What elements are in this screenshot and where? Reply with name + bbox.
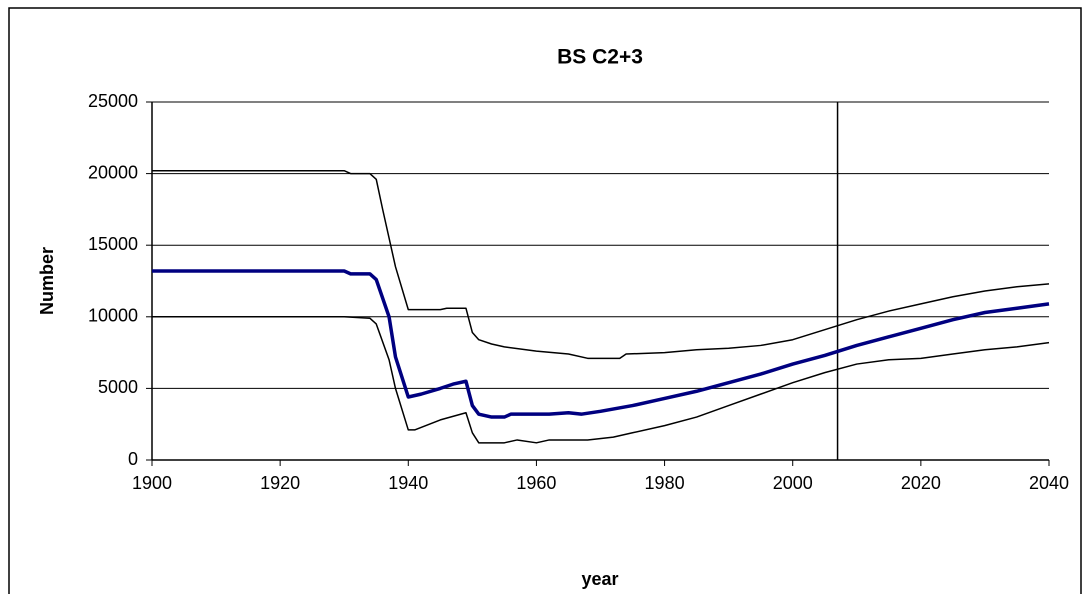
x-tick-label: 2040 bbox=[1029, 473, 1069, 493]
y-tick-label: 15000 bbox=[88, 234, 138, 254]
y-tick-label: 5000 bbox=[98, 377, 138, 397]
y-axis-label: Number bbox=[37, 247, 57, 315]
chart-title: BS C2+3 bbox=[557, 46, 643, 69]
y-tick-label: 10000 bbox=[88, 306, 138, 326]
x-tick-label: 1940 bbox=[388, 473, 428, 493]
y-tick-label: 25000 bbox=[88, 91, 138, 111]
chart-frame bbox=[8, 7, 1082, 594]
series-line bbox=[152, 269, 1050, 419]
series-line bbox=[152, 316, 1050, 444]
x-tick-label: 1920 bbox=[260, 473, 300, 493]
x-tick-label: 2000 bbox=[773, 473, 813, 493]
y-tick-label: 20000 bbox=[88, 162, 138, 182]
y-tick-label: 0 bbox=[128, 449, 138, 469]
x-axis-label: year bbox=[581, 569, 618, 589]
series-line bbox=[152, 169, 1050, 360]
x-tick-label: 1980 bbox=[645, 473, 685, 493]
x-tick-label: 1900 bbox=[132, 473, 172, 493]
x-tick-label: 1960 bbox=[516, 473, 556, 493]
x-tick-label: 2020 bbox=[901, 473, 941, 493]
